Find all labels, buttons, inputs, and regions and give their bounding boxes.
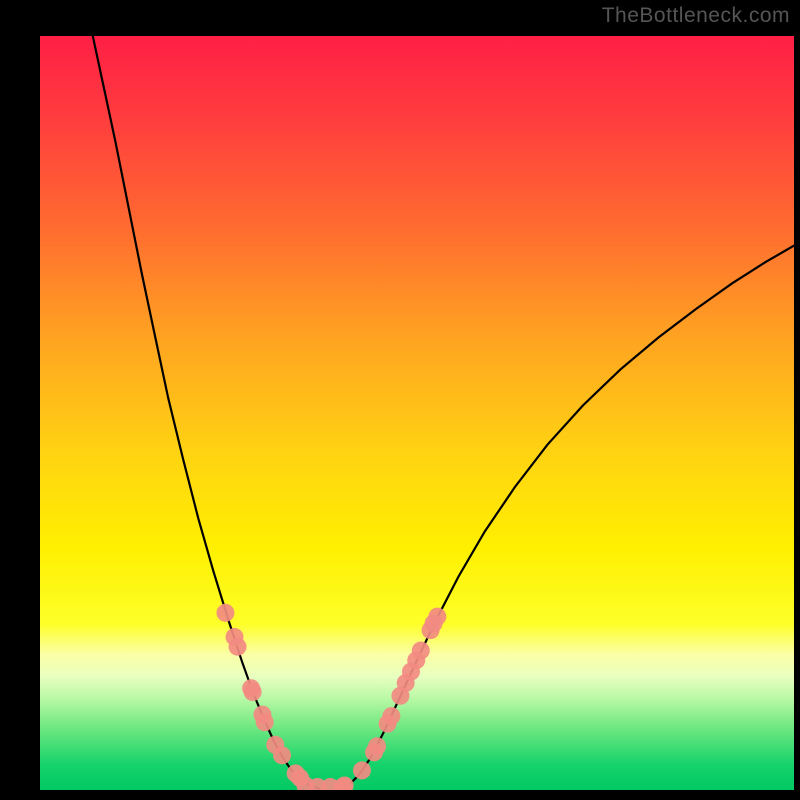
data-marker xyxy=(244,683,262,701)
data-marker xyxy=(216,604,234,622)
data-marker xyxy=(353,761,371,779)
data-marker xyxy=(428,608,446,626)
bottleneck-chart: TheBottleneck.com xyxy=(0,0,800,800)
watermark-text: TheBottleneck.com xyxy=(602,4,790,28)
data-marker xyxy=(229,638,247,656)
chart-svg xyxy=(0,0,800,800)
data-marker xyxy=(412,642,430,660)
data-marker xyxy=(368,737,386,755)
data-marker xyxy=(273,746,291,764)
data-marker xyxy=(256,713,274,731)
data-marker xyxy=(382,707,400,725)
